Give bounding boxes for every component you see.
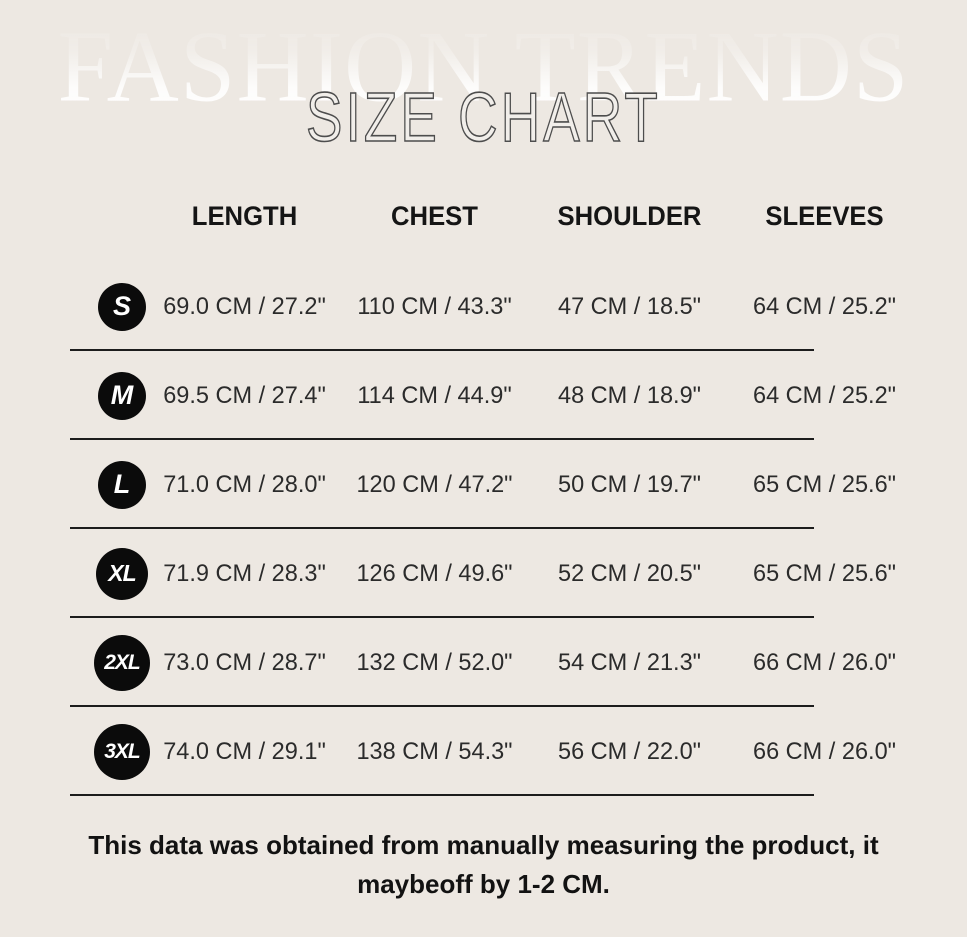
- cell-length: 71.9 CM / 28.3": [163, 559, 326, 587]
- cell-shoulder: 52 CM / 20.5": [557, 559, 701, 587]
- cell-sleeves: 65 CM / 25.6": [752, 470, 896, 498]
- cell-length: 71.0 CM / 28.0": [163, 470, 326, 498]
- size-badge-xl: XL: [96, 547, 148, 600]
- cell-sleeves: 65 CM / 25.6": [752, 559, 896, 587]
- page-title-text: SIZE CHART: [305, 78, 661, 156]
- measurement-note: This data was obtained from manually mea…: [0, 826, 967, 904]
- row-divider: [70, 527, 814, 529]
- cell-shoulder: 54 CM / 21.3": [557, 648, 701, 676]
- cell-chest: 132 CM / 52.0": [356, 648, 513, 676]
- cell-shoulder: 50 CM / 19.7": [557, 470, 701, 498]
- size-table: S 69.0 CM / 27.2" 110 CM / 43.3" 47 CM /…: [0, 262, 967, 796]
- cell-chest: 114 CM / 44.9": [357, 381, 512, 409]
- row-divider: [70, 438, 814, 440]
- size-badge-2xl: 2XL: [94, 634, 150, 691]
- cell-shoulder: 48 CM / 18.9": [557, 381, 701, 409]
- cell-chest: 126 CM / 49.6": [356, 559, 513, 587]
- size-badge-l: L: [98, 460, 146, 509]
- cell-length: 69.0 CM / 27.2": [163, 292, 326, 320]
- size-badge-m: M: [98, 371, 146, 420]
- measurement-note-line2: maybeoff by 1-2 CM.: [357, 869, 610, 899]
- cell-chest: 110 CM / 43.3": [357, 292, 512, 320]
- column-header-length: LENGTH: [191, 200, 298, 231]
- cell-length: 69.5 CM / 27.4": [163, 381, 326, 409]
- cell-chest: 120 CM / 47.2": [356, 470, 513, 498]
- cell-chest: 138 CM / 54.3": [356, 737, 513, 765]
- column-header-chest: CHEST: [391, 200, 478, 231]
- size-badge-s: S: [98, 282, 146, 331]
- table-row-m: M 69.5 CM / 27.4" 114 CM / 44.9" 48 CM /…: [0, 351, 967, 440]
- table-row-l: L 71.0 CM / 28.0" 120 CM / 47.2" 50 CM /…: [0, 440, 967, 529]
- cell-sleeves: 66 CM / 26.0": [752, 737, 896, 765]
- measurement-note-line1: This data was obtained from manually mea…: [88, 830, 879, 860]
- cell-sleeves: 66 CM / 26.0": [752, 648, 896, 676]
- row-divider: [70, 616, 814, 618]
- row-divider: [70, 794, 814, 796]
- page-title: SIZE CHART: [0, 78, 967, 156]
- table-row-2xl: 2XL 73.0 CM / 28.7" 132 CM / 52.0" 54 CM…: [0, 618, 967, 707]
- table-row-3xl: 3XL 74.0 CM / 29.1" 138 CM / 54.3" 56 CM…: [0, 707, 967, 796]
- table-row-s: S 69.0 CM / 27.2" 110 CM / 43.3" 47 CM /…: [0, 262, 967, 351]
- cell-shoulder: 56 CM / 22.0": [557, 737, 701, 765]
- cell-sleeves: 64 CM / 25.2": [752, 292, 896, 320]
- cell-shoulder: 47 CM / 18.5": [557, 292, 701, 320]
- cell-sleeves: 64 CM / 25.2": [752, 381, 896, 409]
- column-header-sleeves: SLEEVES: [765, 200, 884, 231]
- column-header-shoulder: SHOULDER: [557, 200, 702, 231]
- cell-length: 74.0 CM / 29.1": [163, 737, 326, 765]
- watermark-text: FASHION TRENDS: [0, 15, 967, 118]
- cell-length: 73.0 CM / 28.7": [163, 648, 326, 676]
- table-header-row: LENGTH CHEST SHOULDER SLEEVES: [0, 190, 967, 242]
- row-divider: [70, 349, 814, 351]
- table-row-xl: XL 71.9 CM / 28.3" 126 CM / 49.6" 52 CM …: [0, 529, 967, 618]
- size-badge-3xl: 3XL: [94, 723, 150, 780]
- row-divider: [70, 705, 814, 707]
